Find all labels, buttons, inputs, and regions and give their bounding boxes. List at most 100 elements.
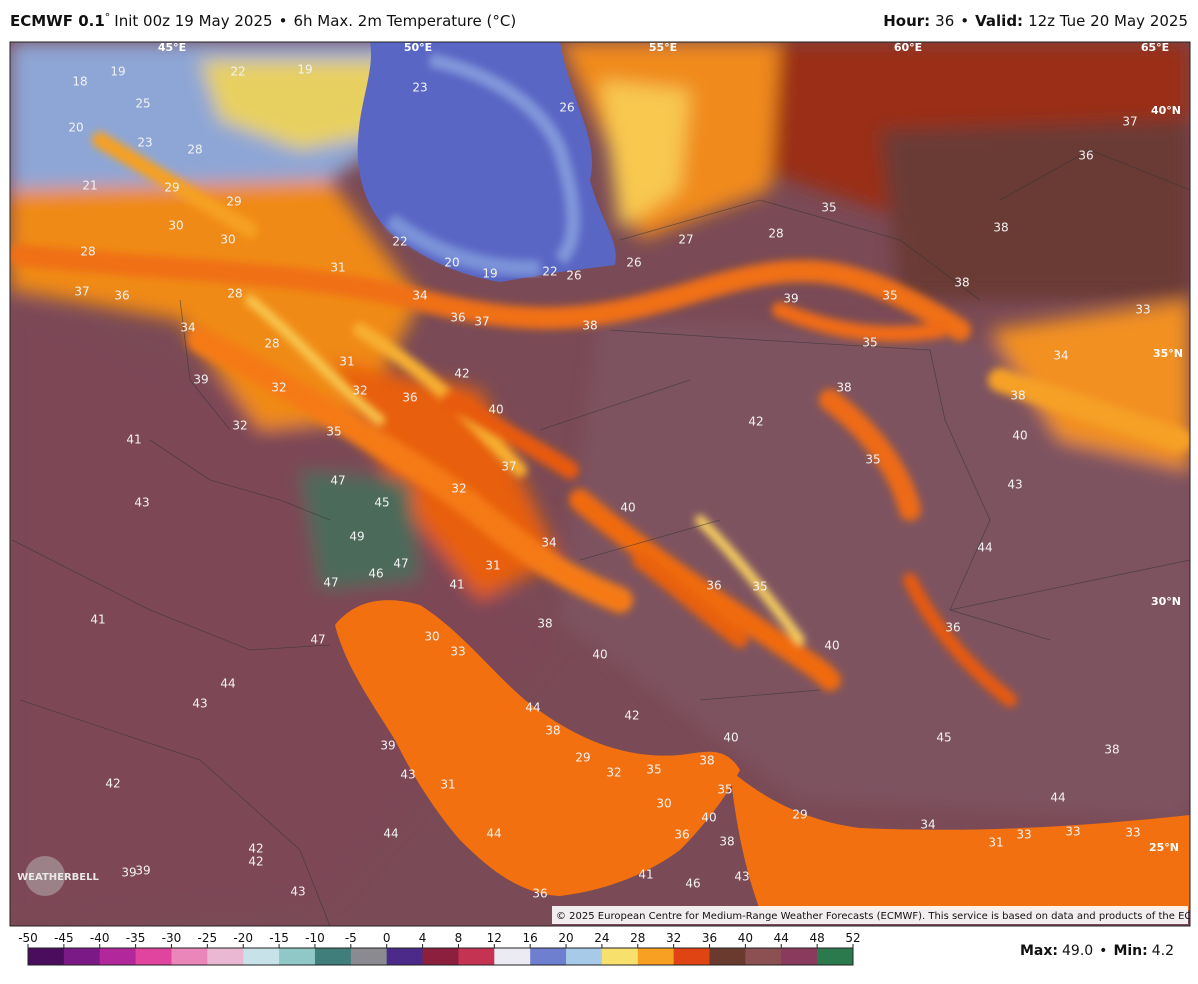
grid-label: 35°N: [1153, 347, 1183, 360]
colorbar-segment: [601, 948, 639, 965]
temperature-label: 22: [392, 235, 407, 249]
colorbar-segment: [135, 948, 172, 965]
colorbar-tick-label: 4: [419, 931, 427, 945]
colorbar-segment: [566, 948, 603, 965]
temperature-label: 35: [882, 289, 897, 303]
temperature-label: 43: [290, 885, 305, 899]
valid: 12z Tue 20 May 2025: [1028, 12, 1188, 30]
temperature-label: 33: [1016, 828, 1031, 842]
logo: WEATHERBELL: [17, 856, 99, 896]
grid-labels: 45°E 50°E 55°E 60°E 65°E 40°N 35°N 30°N 25°N: [158, 41, 1183, 854]
temperature-label: 38: [993, 221, 1008, 235]
temperature-label: 40: [824, 639, 839, 653]
temperature-label: 36: [532, 887, 547, 901]
temperature-label: 34: [541, 536, 556, 550]
colorbar-segment: [530, 948, 567, 965]
colorbar-segment: [817, 948, 854, 965]
temperature-label: 46: [685, 877, 700, 891]
temperature-label: 35: [862, 336, 877, 350]
caspian-sea: [357, 42, 616, 282]
temperature-label: 30: [424, 630, 439, 644]
temperature-label: 38: [954, 276, 969, 290]
colorbar-segment: [458, 948, 495, 965]
max: 49.0: [1062, 943, 1093, 959]
temperature-label: 35: [821, 201, 836, 215]
separator: •: [960, 12, 969, 30]
grid-label: 25°N: [1149, 841, 1179, 854]
colorbar-segment: [422, 948, 459, 965]
hour-label: Hour:: [883, 12, 930, 30]
grid-label: 65°E: [1141, 41, 1169, 54]
temperature-label: 45: [936, 731, 951, 745]
persian-gulf: [335, 600, 740, 896]
map: 18 19 22 19 23 25 20 23 28 21 29 29 30 30 22 20 19 22 26 26…: [10, 41, 1190, 926]
valid-label: Valid:: [975, 12, 1023, 30]
temperature-label: 35: [865, 453, 880, 467]
colorbar-segment: [63, 948, 101, 965]
temperature-label: 38: [836, 381, 851, 395]
temperature-label: 27: [678, 233, 693, 247]
colorbar-tick-label: 16: [523, 931, 538, 945]
temperature-label: 35: [717, 783, 732, 797]
colorbar: -50 -45 -40 -35 -30 -25 -20 -15 -10 -5 0 4 8 12 16 20 24…: [18, 931, 861, 966]
colorbar-segment: [171, 948, 208, 965]
colorbar-tick-label: 12: [487, 931, 502, 945]
temperature-label: 40: [592, 648, 607, 662]
temperature-label: 40: [1012, 429, 1027, 443]
grid-label: 30°N: [1151, 595, 1181, 608]
temperature-label: 35: [752, 580, 767, 594]
init: Init 00z 19 May 2025: [114, 12, 272, 30]
temperature-label: 42: [248, 855, 263, 869]
colorbar-segment: [781, 948, 818, 965]
temperature-label: 33: [1125, 826, 1140, 840]
colorbar-tick-label: 52: [845, 931, 860, 945]
colorbar-tick-label: 28: [630, 931, 645, 945]
temperature-label: 40: [488, 403, 503, 417]
temperature-label: 36: [402, 391, 417, 405]
temperature-label: 39: [783, 292, 798, 306]
colorbar-tick-label: 8: [455, 931, 463, 945]
temperature-label: 38: [1104, 743, 1119, 757]
temperature-label: 28: [768, 227, 783, 241]
temperature-label: 34: [180, 321, 195, 335]
temperature-label: 19: [110, 65, 125, 79]
temperature-label: 49: [349, 530, 364, 544]
colorbar-tick-label: -40: [90, 931, 110, 945]
temperature-label: 38: [582, 319, 597, 333]
temperature-label: 36: [706, 579, 721, 593]
temperature-label: 38: [1010, 389, 1025, 403]
temperature-label: 42: [624, 709, 639, 723]
temperature-label: 20: [444, 256, 459, 270]
temperature-label: 29: [164, 181, 179, 195]
grid-label: 50°E: [404, 41, 432, 54]
temperature-label: 44: [220, 677, 235, 691]
max-label: Max:: [1020, 943, 1058, 959]
colorbar-tick-label: 44: [774, 931, 789, 945]
grid-label: 45°E: [158, 41, 186, 54]
colorbar-tick-label: -35: [126, 931, 146, 945]
temperature-label: 32: [606, 766, 621, 780]
temperature-label: 41: [638, 868, 653, 882]
colorbar-tick-label: -15: [269, 931, 289, 945]
min: 4.2: [1152, 943, 1174, 959]
temperature-label: 46: [368, 567, 383, 581]
colorbar-segment: [28, 948, 65, 965]
temperature-label: 41: [90, 613, 105, 627]
temperature-label: 33: [1135, 303, 1150, 317]
temperature-label: 33: [450, 645, 465, 659]
temperature-label: 22: [542, 265, 557, 279]
colorbar-tick-label: -25: [198, 931, 218, 945]
temperature-label: 22: [230, 65, 245, 79]
separator: •: [1099, 943, 1107, 959]
colorbar-tick-label: -30: [162, 931, 182, 945]
temperature-label: 43: [1007, 478, 1022, 492]
temperature-label: 43: [134, 496, 149, 510]
temperature-labels: 18 19 22 19 23 25 20 23 28 21 29 29 30 30 22 20 19 22 26 26…: [68, 63, 1150, 901]
temperature-label: 42: [748, 415, 763, 429]
grid-label: 55°E: [649, 41, 677, 54]
temperature-label: 39: [380, 739, 395, 753]
grid-label: 60°E: [894, 41, 922, 54]
temperature-label: 23: [137, 136, 152, 150]
temperature-label: 44: [383, 827, 398, 841]
